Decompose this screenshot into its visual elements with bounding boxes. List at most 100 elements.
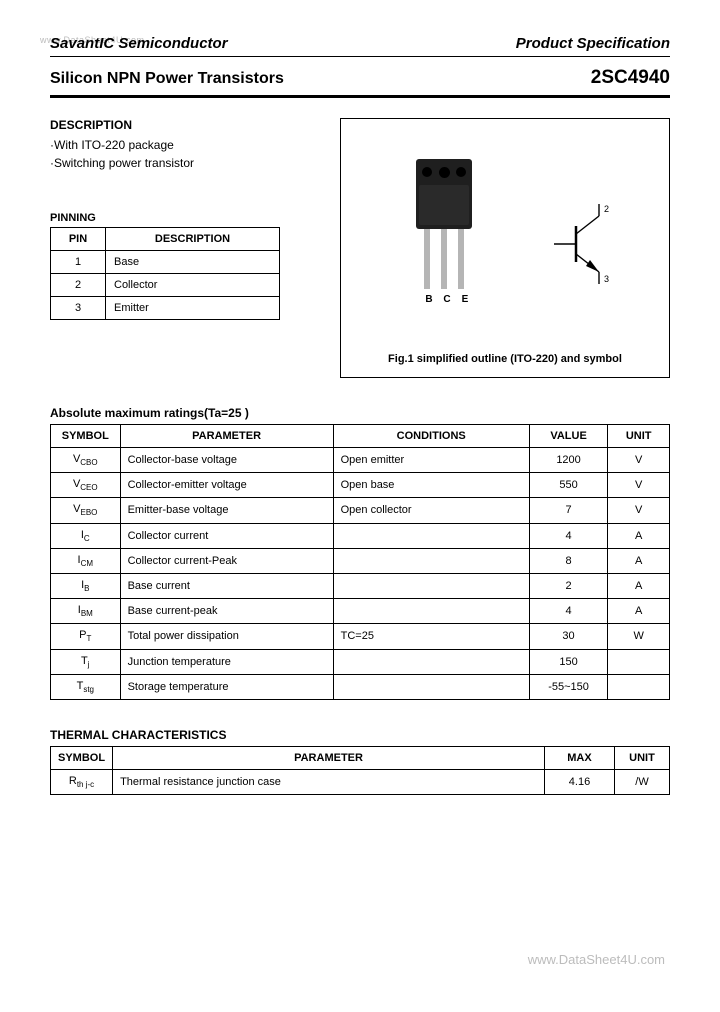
- cell-value: -55~150: [529, 674, 607, 699]
- cell-parameter: Storage temperature: [120, 674, 333, 699]
- cell-symbol: VEBO: [51, 498, 121, 523]
- lead: [458, 229, 464, 289]
- cell-conditions: TC=25: [333, 624, 529, 649]
- cell-conditions: [333, 523, 529, 548]
- cell-parameter: Collector-emitter voltage: [120, 473, 333, 498]
- table-row: ICCollector current4A: [51, 523, 670, 548]
- cell-max: 4.16: [545, 769, 615, 794]
- cell-parameter: Collector current: [120, 523, 333, 548]
- figure-box: B C E 1 2 3 Fig.1 simplified outline (IT…: [340, 118, 670, 378]
- package-leads: [424, 229, 464, 289]
- page: SavantIC Semiconductor Product Specifica…: [50, 35, 670, 795]
- table-header-row: SYMBOL PARAMETER CONDITIONS VALUE UNIT: [51, 425, 670, 448]
- table-row: 1 Base: [51, 251, 280, 274]
- cell-conditions: [333, 599, 529, 624]
- cell-unit: [608, 674, 670, 699]
- cell-parameter: Thermal resistance junction case: [113, 769, 545, 794]
- col-desc: DESCRIPTION: [106, 228, 280, 251]
- cell-conditions: [333, 649, 529, 674]
- cell-parameter: Base current-peak: [120, 599, 333, 624]
- table-header-row: PIN DESCRIPTION: [51, 228, 280, 251]
- cell-symbol: ICM: [51, 548, 121, 573]
- col-symbol: SYMBOL: [51, 746, 113, 769]
- header-bar: SavantIC Semiconductor Product Specifica…: [50, 35, 670, 56]
- mount-hole: [439, 167, 450, 178]
- cell-conditions: Open collector: [333, 498, 529, 523]
- table-row: IBMBase current-peak4A: [51, 599, 670, 624]
- description-heading: DESCRIPTION: [50, 118, 300, 132]
- lead-labels: B C E: [424, 294, 470, 305]
- cell-conditions: [333, 573, 529, 598]
- col-parameter: PARAMETER: [113, 746, 545, 769]
- col-unit: UNIT: [608, 425, 670, 448]
- lead-label: B: [424, 294, 434, 305]
- col-parameter: PARAMETER: [120, 425, 333, 448]
- mount-hole: [456, 167, 466, 177]
- cell-parameter: Emitter-base voltage: [120, 498, 333, 523]
- cell-value: 550: [529, 473, 607, 498]
- table-row: 2 Collector: [51, 274, 280, 297]
- thermal-heading: THERMAL CHARACTERISTICS: [50, 728, 670, 742]
- cell-value: 4: [529, 523, 607, 548]
- rule-thick: [50, 95, 670, 98]
- cell-unit: A: [608, 599, 670, 624]
- col-pin: PIN: [51, 228, 106, 251]
- symbol-pin-2: 2: [604, 204, 609, 214]
- package-body: [416, 159, 472, 229]
- product-family: Silicon NPN Power Transistors: [50, 70, 284, 88]
- cell-value: 7: [529, 498, 607, 523]
- pin-num: 3: [51, 297, 106, 320]
- cell-unit: A: [608, 523, 670, 548]
- title-bar: Silicon NPN Power Transistors 2SC4940: [50, 57, 670, 95]
- lead-label: C: [442, 294, 452, 305]
- cell-parameter: Collector current-Peak: [120, 548, 333, 573]
- table-row: IBBase current2A: [51, 573, 670, 598]
- cell-conditions: Open base: [333, 473, 529, 498]
- col-symbol: SYMBOL: [51, 425, 121, 448]
- left-column: DESCRIPTION ·With ITO-220 package ·Switc…: [50, 118, 300, 378]
- cell-unit: A: [608, 573, 670, 598]
- pinning-table: PIN DESCRIPTION 1 Base 2 Collector 3 Emi…: [50, 227, 280, 320]
- thermal-table: SYMBOL PARAMETER MAX UNIT Rth j-cThermal…: [50, 746, 670, 795]
- cell-symbol: VCBO: [51, 448, 121, 473]
- ratings-table: SYMBOL PARAMETER CONDITIONS VALUE UNIT V…: [50, 424, 670, 700]
- cell-symbol: Tj: [51, 649, 121, 674]
- cell-value: 8: [529, 548, 607, 573]
- lead-label: E: [460, 294, 470, 305]
- mount-hole: [422, 167, 432, 177]
- table-row: PTTotal power dissipationTC=2530W: [51, 624, 670, 649]
- table-row: TjJunction temperature150: [51, 649, 670, 674]
- cell-conditions: [333, 548, 529, 573]
- cell-symbol: IBM: [51, 599, 121, 624]
- table-row: TstgStorage temperature -55~150: [51, 674, 670, 699]
- pin-desc: Base: [106, 251, 280, 274]
- part-number: 2SC4940: [591, 67, 670, 89]
- cell-symbol: VCEO: [51, 473, 121, 498]
- description-row: DESCRIPTION ·With ITO-220 package ·Switc…: [50, 118, 670, 378]
- pinning-heading: PINNING: [50, 212, 300, 224]
- figure-caption: Fig.1 simplified outline (ITO-220) and s…: [341, 353, 669, 365]
- company-name: SavantIC Semiconductor: [50, 35, 228, 52]
- pin-desc: Emitter: [106, 297, 280, 320]
- cell-unit: /W: [615, 769, 670, 794]
- cell-value: 150: [529, 649, 607, 674]
- table-row: VCEOCollector-emitter voltageOpen base55…: [51, 473, 670, 498]
- cell-unit: V: [608, 498, 670, 523]
- col-unit: UNIT: [615, 746, 670, 769]
- spec-label: Product Specification: [516, 35, 670, 52]
- pin-num: 1: [51, 251, 106, 274]
- lead: [424, 229, 430, 289]
- cell-symbol: Tstg: [51, 674, 121, 699]
- table-row: VCBOCollector-base voltageOpen emitter12…: [51, 448, 670, 473]
- table-row: ICMCollector current-Peak8A: [51, 548, 670, 573]
- table-row: Rth j-cThermal resistance junction case4…: [51, 769, 670, 794]
- table-row: VEBOEmitter-base voltageOpen collector7V: [51, 498, 670, 523]
- cell-value: 1200: [529, 448, 607, 473]
- cell-symbol: IB: [51, 573, 121, 598]
- cell-conditions: Open emitter: [333, 448, 529, 473]
- pin-num: 2: [51, 274, 106, 297]
- cell-symbol: PT: [51, 624, 121, 649]
- col-conditions: CONDITIONS: [333, 425, 529, 448]
- symbol-pin-3: 3: [604, 274, 609, 284]
- cell-unit: V: [608, 473, 670, 498]
